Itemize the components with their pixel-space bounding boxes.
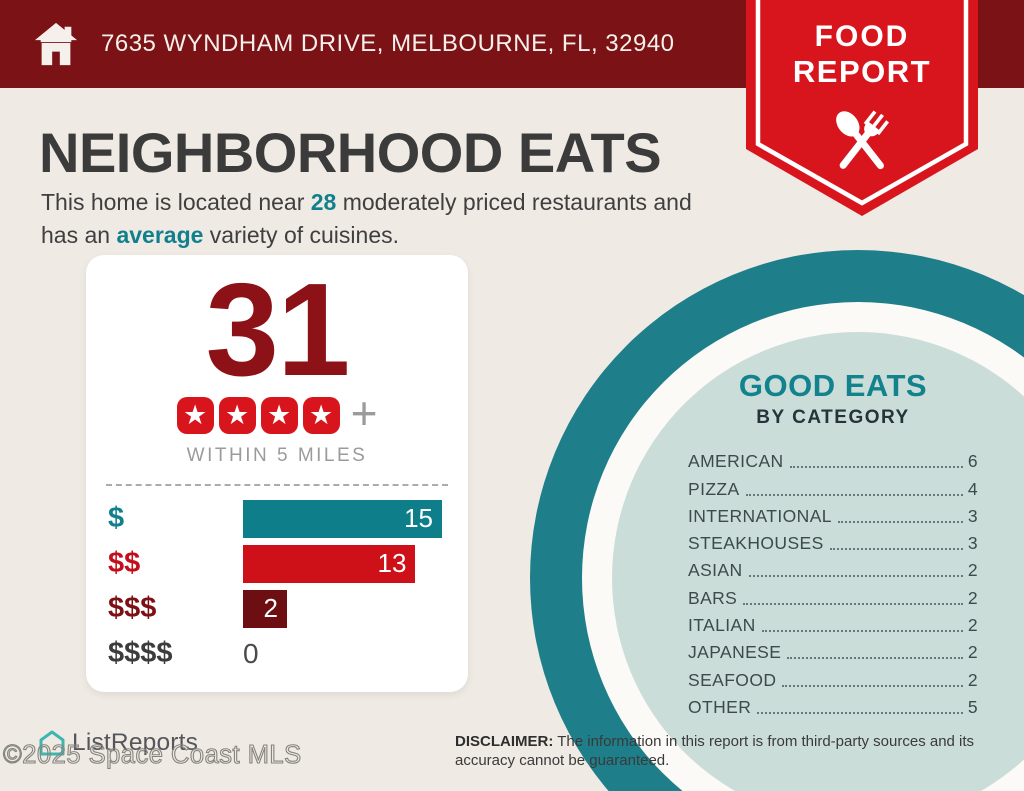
subtitle-text: variety of cuisines. xyxy=(203,222,400,248)
category-row: INTERNATIONAL 3 xyxy=(688,505,978,526)
restaurant-summary-card: 31 ★ ★ ★ ★ + WITHIN 5 MILES $ 15 15 $$ 1… xyxy=(86,255,468,692)
bar-value: 13 xyxy=(377,548,407,579)
listreports-house-icon xyxy=(39,730,65,756)
dotted-leader xyxy=(837,520,963,523)
price-tier-label: $ xyxy=(108,502,125,535)
dotted-leader xyxy=(745,493,963,496)
dotted-leader xyxy=(761,630,963,633)
bar-value: 2 xyxy=(263,593,278,624)
radius-caption: WITHIN 5 MILES xyxy=(186,444,368,466)
chart-row: $$ 13 13 xyxy=(108,544,468,583)
bar: 2 xyxy=(243,589,287,628)
ribbon-title-line2: REPORT xyxy=(792,54,932,89)
good-eats-subtitle: BY CATEGORY xyxy=(756,407,910,428)
price-tier-label: $$ xyxy=(108,547,141,580)
listreports-logo-text: ListReports xyxy=(72,729,199,756)
dotted-leader xyxy=(743,602,963,605)
dotted-leader xyxy=(789,466,963,469)
bar: 15 xyxy=(243,499,442,538)
ribbon-border xyxy=(755,0,969,206)
variety-highlight: average xyxy=(116,222,204,248)
bar: 13 xyxy=(243,544,416,583)
zero-value: 0 xyxy=(243,637,259,669)
category-row: PIZZA 4 xyxy=(688,478,978,499)
category-row: ASIAN 2 xyxy=(688,560,978,581)
intro-sentence: This home is located near 28 moderately … xyxy=(41,186,692,252)
disclaimer: DISCLAIMER: The information in this repo… xyxy=(455,732,1017,770)
star-icon: ★ xyxy=(260,397,298,435)
page-title: NEIGHBORHOOD EATS xyxy=(39,121,662,184)
category-row: ITALIAN 2 xyxy=(688,615,978,636)
subtitle-text: moderately priced restaurants and xyxy=(336,189,692,215)
total-restaurants: 31 xyxy=(205,256,351,403)
category-row: JAPANESE 2 xyxy=(688,642,978,663)
dotted-leader xyxy=(748,575,963,578)
category-row: STEAKHOUSES 3 xyxy=(688,533,978,554)
subtitle-text: This home is located near xyxy=(41,189,311,215)
food-report-ribbon: FOOD REPORT xyxy=(746,0,978,216)
spoon-fork-icon xyxy=(836,110,890,170)
home-icon xyxy=(34,22,78,66)
disclaimer-label: DISCLAIMER: xyxy=(455,733,554,750)
category-list: AMERICAN 6 PIZZA 4 INTERNATIONAL 3 STEAKHOU… xyxy=(688,447,978,720)
mls-watermark: ©2025 Space Coast MLS xyxy=(2,740,302,769)
property-address: 7635 WYNDHAM DRIVE, MELBOURNE, FL, 32940 xyxy=(101,30,675,57)
good-eats-circle-fill xyxy=(612,332,1024,791)
star-icon: ★ xyxy=(302,397,340,435)
category-row: AMERICAN 6 xyxy=(688,451,978,472)
category-row: OTHER 5 xyxy=(688,696,978,717)
dotted-leader xyxy=(787,657,963,660)
dotted-leader xyxy=(782,684,963,687)
category-row: BARS 2 xyxy=(688,587,978,608)
good-eats-panel: GOOD EATS BY CATEGORY AMERICAN 6 PIZZA 4 I… xyxy=(688,368,978,720)
plus-sign: + xyxy=(350,386,378,439)
bar-value: 15 xyxy=(404,503,433,534)
disclaimer-text: The information in this report is from t… xyxy=(455,733,975,769)
dotted-leader xyxy=(757,711,963,714)
rating-stars: ★ ★ ★ ★ + xyxy=(86,387,468,439)
dashed-divider xyxy=(106,483,448,486)
ribbon-title-line1: FOOD xyxy=(814,20,910,53)
price-tier-chart: $ 15 15 $$ 13 13 $$$ 2 2 xyxy=(108,499,468,673)
dotted-leader xyxy=(829,548,963,551)
chart-row: $$$ 2 2 xyxy=(108,589,468,628)
restaurant-count: 28 xyxy=(310,189,337,215)
price-tier-label: $$$ xyxy=(108,592,157,625)
star-icon: ★ xyxy=(176,397,214,435)
chart-row: $$$$ 0 0 xyxy=(108,635,468,673)
price-tier-label: $$$$ xyxy=(108,637,173,670)
category-row: SEAFOOD 2 xyxy=(688,669,978,690)
star-icon: ★ xyxy=(218,397,256,435)
good-eats-title: GOOD EATS xyxy=(738,368,928,403)
chart-row: $ 15 15 xyxy=(108,499,468,538)
subtitle-text: has an xyxy=(41,222,117,248)
listreports-logo: ListReports xyxy=(38,729,198,757)
